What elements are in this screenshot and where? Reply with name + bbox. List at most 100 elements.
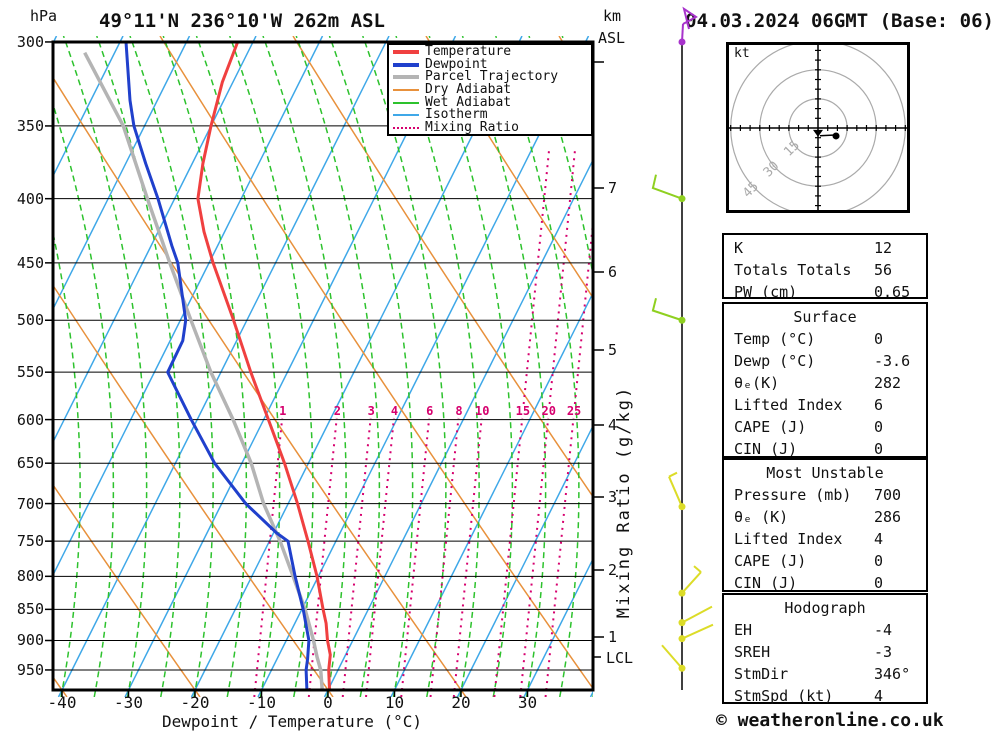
hodograph-kt-label: kt bbox=[734, 46, 750, 61]
mixing-ratio-value-label: 4 bbox=[390, 404, 399, 418]
stats-row: θₑ (K) 286 bbox=[724, 506, 926, 528]
stats-row-label: Lifted Index bbox=[734, 396, 843, 414]
km-tick-label: 7 bbox=[608, 179, 618, 197]
temp-tick-label: 20 bbox=[451, 693, 471, 712]
temp-tick-label: -30 bbox=[114, 693, 143, 712]
stats-row-value: 4 bbox=[874, 687, 884, 705]
stats-section: K 12 Totals Totals 56 PW (cm) 0.65 bbox=[722, 233, 928, 301]
profiles bbox=[83, 42, 332, 690]
pressure-tick-label: 700 bbox=[16, 494, 44, 513]
pressure-tick-label: 650 bbox=[16, 454, 44, 473]
mixing-ratio-value-label: 1 bbox=[279, 404, 287, 418]
stats-row: Temp (°C) 0 bbox=[724, 328, 926, 350]
stats-row-value: 346° bbox=[874, 665, 911, 683]
wind-barb bbox=[678, 605, 713, 627]
legend-item: Parcel Trajectory bbox=[393, 69, 591, 85]
wind-barb bbox=[678, 6, 698, 46]
stats-row-label: StmDir bbox=[734, 665, 789, 683]
pressure-tick-label: 750 bbox=[16, 532, 44, 551]
legend-item-label: Parcel Trajectory bbox=[425, 69, 559, 85]
stats-row-label: Totals Totals bbox=[734, 261, 852, 279]
km-tick-label: 1 bbox=[608, 628, 618, 646]
legend-item: Temperature bbox=[393, 44, 591, 60]
stats-row-value: 700 bbox=[874, 486, 902, 504]
stats-row-value: 0 bbox=[874, 574, 884, 592]
mixing-ratio-value-label: 2 bbox=[333, 404, 341, 418]
km-label: km bbox=[603, 7, 622, 25]
mixing-ratio-value-label: 10 bbox=[475, 404, 490, 418]
stats-row-value: 4 bbox=[874, 530, 884, 548]
legend-swatch-dewpoint bbox=[393, 62, 419, 67]
stats-row-value: 6 bbox=[874, 396, 884, 414]
stats-row-value: -4 bbox=[874, 621, 893, 639]
dewpoint-curve bbox=[124, 42, 311, 690]
temperature-ticks bbox=[61, 690, 529, 697]
temp-tick-label: 10 bbox=[384, 693, 405, 712]
mixing-ratio-value-label: 3 bbox=[367, 404, 375, 418]
wind-barb bbox=[668, 471, 686, 511]
legend-swatch-wet_adiabat bbox=[393, 101, 419, 104]
wet-adiabat-lines bbox=[53, 36, 593, 697]
km-tick-label: 4 bbox=[608, 416, 618, 434]
legend-item-label: Temperature bbox=[425, 44, 512, 60]
temp-tick-label: -20 bbox=[180, 693, 210, 712]
page-title: 49°11'N 236°10'W 262m ASL bbox=[99, 10, 385, 32]
hodograph-ring-label: 15 bbox=[781, 138, 803, 160]
stats-row-value: 0.65 bbox=[874, 283, 911, 301]
stats-row-value: 0 bbox=[874, 552, 884, 570]
pressure-tick-label: 500 bbox=[16, 311, 44, 330]
stats-row-value: 0 bbox=[874, 418, 884, 436]
legend-swatch-temperature bbox=[393, 50, 419, 55]
mixing-axis-label: Mixing Ratio (g/kg) bbox=[614, 385, 634, 619]
mixing-ratio-lines bbox=[253, 149, 593, 697]
background-lines bbox=[53, 36, 593, 697]
hpa-label: hPa bbox=[30, 7, 58, 25]
stats-row-value: 12 bbox=[874, 239, 893, 257]
mixing-ratio-value-label: 25 bbox=[566, 404, 582, 418]
legend-item: Dewpoint bbox=[393, 58, 591, 72]
asl-label: ASL bbox=[598, 29, 626, 47]
stats-row-label: θₑ (K) bbox=[734, 508, 789, 526]
wind-barb bbox=[651, 174, 686, 203]
legend-item-label: Isotherm bbox=[425, 107, 488, 123]
stats-row: Dewp (°C) -3.6 bbox=[724, 350, 926, 372]
stats-section-title: Most Unstable bbox=[766, 464, 884, 482]
stats-row: CIN (J) 0 bbox=[724, 572, 926, 594]
stats-row-label: CAPE (J) bbox=[734, 552, 807, 570]
legend-item: Wet Adiabat bbox=[393, 96, 591, 109]
pressure-tick-label: 550 bbox=[16, 363, 44, 382]
stats-row: CAPE (J) 0 bbox=[724, 550, 926, 572]
stats-row-label: CAPE (J) bbox=[734, 418, 807, 436]
plot-border bbox=[51, 40, 595, 692]
stats-row: Lifted Index 4 bbox=[724, 528, 926, 550]
stats-row: K 12 bbox=[724, 237, 926, 259]
km-tick-label: 3 bbox=[608, 488, 618, 506]
stats-row-label: CIN (J) bbox=[734, 440, 798, 458]
stats-row: SREH -3 bbox=[724, 641, 926, 663]
pressure-tick-label: 950 bbox=[16, 660, 44, 679]
stats-row-label: θₑ(K) bbox=[734, 374, 780, 392]
stats-row-label: Temp (°C) bbox=[734, 330, 816, 348]
date-label: 04.03.2024 06GMT (Base: 06) bbox=[685, 10, 994, 32]
stats-row-value: -3.6 bbox=[874, 352, 911, 370]
stats-row-value: 286 bbox=[874, 508, 902, 526]
temp-tick-label: -40 bbox=[47, 693, 77, 712]
stats-section: Hodograph EH -4 SREH -3 StmDir 346° StmSpd (kt)… bbox=[722, 593, 928, 705]
stats-row-value: 282 bbox=[874, 374, 902, 392]
stats-row: CIN (J) 0 bbox=[724, 438, 926, 460]
hodograph-border bbox=[726, 42, 910, 213]
stats-section-title: Hodograph bbox=[784, 599, 866, 617]
km-tick-label: 6 bbox=[608, 263, 618, 281]
pressure-tick-label: 600 bbox=[16, 410, 44, 429]
pressure-tick-label: 300 bbox=[16, 32, 44, 51]
pressure-tick-label: 400 bbox=[16, 189, 44, 208]
hodograph-axis-ticks bbox=[730, 49, 906, 207]
wind-barb bbox=[651, 298, 686, 324]
stats-row-label: StmSpd (kt) bbox=[734, 687, 834, 705]
stats-row-value: 56 bbox=[874, 261, 893, 279]
stats-row-value: -3 bbox=[874, 643, 893, 661]
mixing-ratio-value-label: 6 bbox=[426, 404, 434, 418]
stats-row-label: K bbox=[734, 239, 744, 257]
